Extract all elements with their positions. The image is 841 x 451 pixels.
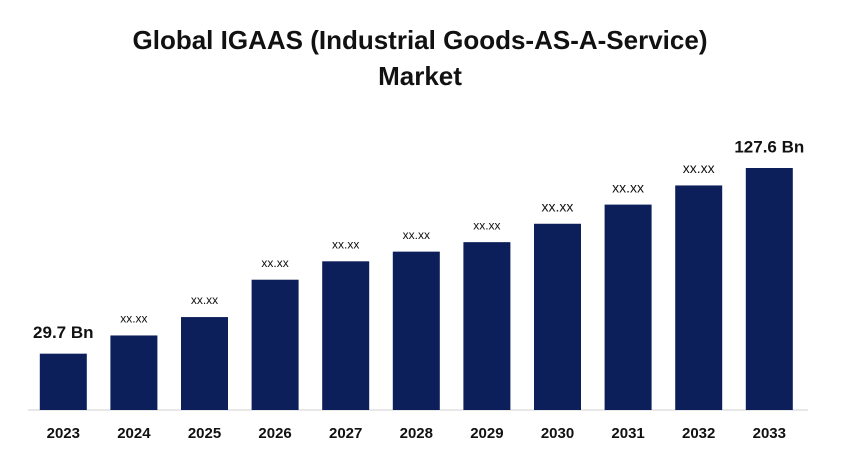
x-tick-label: 2033 bbox=[753, 425, 786, 442]
x-tick-label: 2032 bbox=[682, 425, 715, 442]
value-label: xx.xx bbox=[332, 237, 359, 251]
x-tick-label: 2025 bbox=[188, 425, 221, 442]
value-label: xx.xx bbox=[542, 198, 574, 214]
bar bbox=[181, 317, 228, 410]
value-label: 127.6 Bn bbox=[734, 137, 804, 156]
x-tick-label: 2027 bbox=[329, 425, 362, 442]
x-tick-label: 2029 bbox=[470, 425, 503, 442]
value-label: xx.xx bbox=[191, 293, 218, 307]
x-tick-label: 2023 bbox=[47, 425, 80, 442]
value-label: xx.xx bbox=[120, 312, 147, 326]
bar bbox=[675, 185, 723, 410]
x-tick-label: 2031 bbox=[611, 425, 644, 442]
bar bbox=[392, 251, 440, 410]
x-tick-label: 2030 bbox=[541, 425, 574, 442]
bar bbox=[39, 353, 87, 410]
value-label: xx.xx bbox=[683, 160, 715, 176]
bar bbox=[604, 204, 652, 410]
chart-title: Global IGAAS (Industrial Goods-AS-A-Serv… bbox=[132, 25, 708, 91]
x-tick-label: 2028 bbox=[400, 425, 433, 442]
value-label: 29.7 Bn bbox=[33, 323, 93, 342]
value-label: xx.xx bbox=[261, 256, 288, 270]
bar bbox=[110, 335, 158, 410]
bar bbox=[745, 168, 793, 410]
bar bbox=[251, 279, 299, 410]
value-label: xx.xx bbox=[612, 179, 644, 195]
bar bbox=[534, 223, 581, 410]
value-label: xx.xx bbox=[403, 228, 430, 242]
bar bbox=[463, 242, 511, 410]
value-label: xx.xx bbox=[473, 218, 500, 232]
x-tick-label: 2026 bbox=[258, 425, 291, 442]
bar bbox=[322, 261, 370, 410]
x-tick-label: 2024 bbox=[117, 425, 151, 442]
